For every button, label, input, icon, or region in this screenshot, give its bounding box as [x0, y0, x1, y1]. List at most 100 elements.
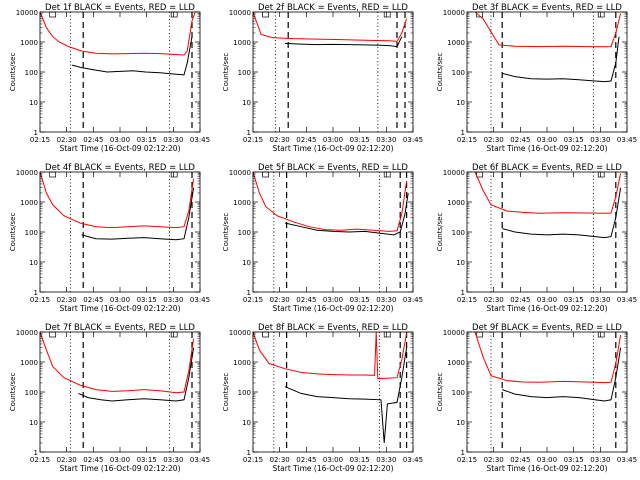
plot-frame — [252, 11, 414, 133]
series-line-lld — [39, 11, 196, 56]
x-tick-label: 03:30 — [376, 456, 396, 464]
x-tick-label: 03:30 — [376, 136, 396, 144]
x-tick-label: 02:15 — [30, 456, 50, 464]
x-tick-label: 03:30 — [163, 136, 183, 144]
panel-title: Det 9f BLACK = Events, RED = LLD — [472, 323, 622, 333]
panel-title: Det 5f BLACK = Events, RED = LLD — [258, 163, 408, 173]
y-axis-label: Counts/sec — [9, 53, 17, 92]
y-tick-label: 100 — [452, 69, 465, 77]
x-tick-label: 03:45 — [403, 296, 423, 304]
y-tick-label: 100 — [25, 69, 38, 77]
detector-panel-7: Det 7f BLACK = Events, RED = LLD 1 10 100 10… — [9, 323, 210, 473]
x-axis-label: Start Time (16-Oct-09 02:12:20) — [59, 304, 180, 313]
y-axis-label: Counts/sec — [9, 213, 17, 252]
x-tick-label: 02:45 — [83, 296, 103, 304]
x-axis-label: Start Time (16-Oct-09 02:12:20) — [59, 144, 180, 153]
series-line-lld — [252, 331, 408, 380]
y-tick-label: 10000 — [229, 9, 251, 17]
y-tick-label: 100 — [238, 389, 251, 397]
series-line-lld — [39, 171, 195, 229]
x-tick-label: 03:00 — [323, 296, 343, 304]
x-tick-label: 03:00 — [110, 456, 130, 464]
y-tick-label: 10000 — [443, 169, 465, 177]
plot-frame — [39, 171, 201, 293]
x-tick-label: 03:00 — [323, 456, 343, 464]
y-tick-label: 10 — [29, 259, 38, 267]
x-tick-label: 02:15 — [457, 136, 477, 144]
y-tick-label: 1 — [34, 129, 38, 137]
series-line-lld — [39, 331, 195, 394]
series-line-events — [284, 36, 403, 48]
y-tick-label: 100 — [25, 229, 38, 237]
detector-panel-1: Det 1f BLACK = Events, RED = LLD 1 10 100 10… — [9, 3, 210, 153]
panel-title: Det 2f BLACK = Events, RED = LLD — [258, 3, 408, 13]
series-line-lld — [252, 11, 408, 42]
panel-title: Det 7f BLACK = Events, RED = LLD — [45, 323, 195, 333]
x-axis-label: Start Time (16-Oct-09 02:12:20) — [486, 144, 607, 153]
y-tick-label: 1000 — [233, 199, 251, 207]
x-tick-label: 03:45 — [190, 456, 210, 464]
y-tick-label: 1 — [247, 129, 251, 137]
y-tick-label: 10 — [456, 99, 465, 107]
series-line-lld — [474, 331, 622, 384]
x-tick-label: 02:30 — [484, 136, 504, 144]
y-tick-label: 1 — [34, 289, 38, 297]
x-tick-label: 02:45 — [296, 296, 316, 304]
x-tick-label: 03:45 — [617, 456, 637, 464]
panel-title: Det 8f BLACK = Events, RED = LLD — [258, 323, 408, 333]
x-tick-label: 02:30 — [270, 456, 290, 464]
y-tick-label: 10 — [242, 419, 251, 427]
x-tick-label: 03:30 — [163, 296, 183, 304]
x-axis-label: Start Time (16-Oct-09 02:12:20) — [272, 144, 393, 153]
series-line-events — [502, 347, 622, 402]
x-tick-label: 02:45 — [296, 456, 316, 464]
x-tick-label: 03:45 — [190, 296, 210, 304]
x-axis-label: Start Time (16-Oct-09 02:12:20) — [272, 464, 393, 473]
x-tick-label: 02:30 — [57, 136, 77, 144]
x-tick-label: 02:30 — [484, 456, 504, 464]
detector-panel-4: Det 4f BLACK = Events, RED = LLD 1 10 100 10… — [9, 163, 210, 313]
x-tick-label: 02:15 — [457, 296, 477, 304]
x-tick-label: 03:00 — [323, 136, 343, 144]
y-tick-label: 10000 — [229, 169, 251, 177]
x-tick-label: 03:45 — [190, 136, 210, 144]
y-tick-label: 1000 — [20, 39, 38, 47]
x-tick-label: 03:15 — [137, 296, 157, 304]
panel-title: Det 4f BLACK = Events, RED = LLD — [45, 163, 195, 173]
x-tick-label: 03:00 — [110, 296, 130, 304]
series-line-events — [81, 187, 195, 241]
x-tick-label: 02:30 — [484, 296, 504, 304]
series-line-events — [502, 187, 622, 239]
plot-frame — [252, 171, 414, 293]
series-line-events — [284, 192, 409, 236]
y-tick-label: 100 — [238, 69, 251, 77]
plot-frame — [252, 331, 414, 453]
x-tick-label: 03:45 — [617, 296, 637, 304]
y-tick-label: 1000 — [447, 39, 465, 47]
x-tick-label: 03:00 — [110, 136, 130, 144]
x-tick-label: 02:30 — [57, 456, 77, 464]
y-tick-label: 1000 — [20, 199, 38, 207]
y-tick-label: 10000 — [16, 169, 38, 177]
y-axis-label: Counts/sec — [9, 373, 17, 412]
series-line-events — [71, 36, 193, 76]
panel-title: Det 1f BLACK = Events, RED = LLD — [45, 3, 195, 13]
y-tick-label: 10000 — [443, 9, 465, 17]
y-tick-label: 100 — [452, 389, 465, 397]
x-tick-label: 03:00 — [537, 296, 557, 304]
x-tick-label: 03:45 — [403, 456, 423, 464]
y-tick-label: 10000 — [16, 329, 38, 337]
x-tick-label: 03:30 — [590, 136, 610, 144]
x-tick-label: 02:30 — [270, 296, 290, 304]
y-tick-label: 10 — [242, 99, 251, 107]
y-tick-label: 1 — [247, 449, 251, 457]
y-tick-label: 10 — [29, 419, 38, 427]
plot-frame — [39, 11, 201, 133]
series-line-events — [78, 347, 195, 402]
y-tick-label: 1 — [247, 289, 251, 297]
x-tick-label: 03:15 — [564, 296, 584, 304]
x-tick-label: 03:15 — [564, 136, 584, 144]
x-tick-label: 02:45 — [83, 136, 103, 144]
x-tick-label: 03:15 — [137, 456, 157, 464]
series-line-events — [284, 347, 408, 444]
